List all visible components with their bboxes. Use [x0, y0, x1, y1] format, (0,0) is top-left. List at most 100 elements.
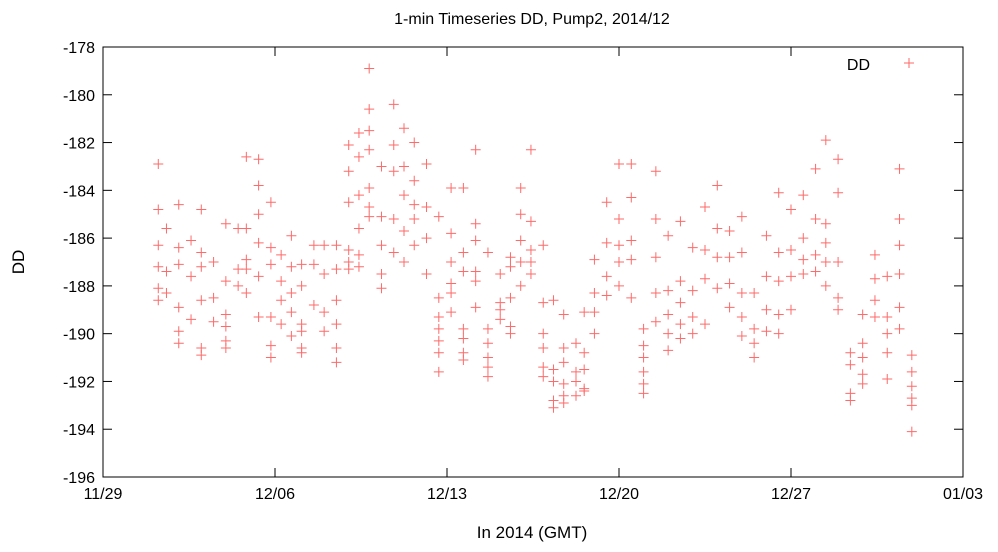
data-point	[353, 151, 364, 162]
data-point	[220, 218, 231, 229]
data-point	[687, 328, 698, 339]
y-tick-label: -186	[63, 231, 95, 248]
data-point	[409, 214, 420, 224]
data-point	[638, 378, 649, 389]
y-tick-label: -184	[63, 183, 95, 200]
data-point	[296, 280, 307, 291]
data-point	[458, 247, 469, 258]
data-point	[589, 254, 600, 265]
data-point	[470, 276, 481, 287]
data-point	[196, 350, 207, 361]
data-point	[515, 182, 526, 193]
data-point	[482, 371, 493, 382]
data-point	[626, 235, 637, 246]
x-tick-label: 12/27	[771, 486, 811, 503]
data-point	[558, 378, 569, 389]
data-point	[253, 209, 264, 220]
data-point	[388, 247, 399, 258]
y-tick: -182	[63, 136, 963, 153]
data-point	[761, 304, 772, 315]
data-point	[675, 333, 686, 344]
data-point	[421, 202, 432, 213]
data-point	[548, 376, 559, 387]
data-point	[558, 357, 569, 368]
data-point	[857, 378, 868, 389]
data-point	[687, 242, 698, 253]
data-point	[353, 261, 364, 272]
data-point	[571, 376, 581, 387]
data-point	[153, 240, 164, 251]
data-point	[857, 369, 868, 380]
data-point	[482, 362, 493, 373]
data-point	[614, 257, 624, 267]
data-point	[458, 323, 469, 334]
data-point	[308, 259, 319, 270]
data-point	[186, 314, 197, 325]
data-point	[482, 352, 493, 363]
data-point	[845, 359, 856, 370]
data-point	[409, 137, 420, 148]
data-point	[482, 247, 493, 258]
data-point	[558, 397, 569, 408]
data-point	[331, 240, 342, 251]
x-axis-label: In 2014 (GMT)	[477, 523, 588, 542]
data-point	[663, 328, 674, 339]
data-point	[388, 214, 399, 224]
data-point	[376, 161, 387, 172]
data-point	[196, 204, 207, 215]
data-point	[894, 163, 905, 174]
data-point	[773, 309, 784, 320]
data-point	[626, 192, 637, 203]
data-point	[286, 288, 297, 299]
data-point	[724, 302, 735, 313]
data-point	[906, 381, 917, 392]
data-point	[173, 259, 184, 270]
data-point	[538, 343, 549, 353]
data-point	[525, 216, 536, 227]
data-point	[220, 343, 231, 353]
data-point	[773, 247, 784, 258]
data-point	[470, 144, 481, 155]
data-point	[882, 271, 893, 282]
data-point	[626, 292, 637, 303]
x-tick: 12/06	[255, 47, 295, 503]
chart-title: 1-min Timeseries DD, Pump2, 2014/12	[394, 11, 670, 28]
data-point	[761, 230, 772, 241]
data-point	[446, 257, 457, 267]
data-point	[331, 295, 342, 306]
data-point	[505, 261, 516, 272]
data-point	[265, 259, 276, 270]
data-point	[376, 240, 387, 251]
data-point	[331, 264, 342, 275]
data-point	[364, 182, 375, 193]
data-point	[749, 323, 760, 334]
data-point	[421, 233, 432, 244]
data-point	[308, 300, 319, 310]
data-point	[233, 280, 244, 291]
data-point	[548, 295, 559, 306]
data-point	[505, 328, 516, 339]
data-point	[810, 163, 821, 174]
data-point	[571, 366, 581, 377]
data-point	[798, 254, 809, 265]
data-point	[663, 309, 674, 320]
data-point	[515, 235, 526, 246]
data-point	[433, 366, 444, 377]
data-point	[798, 268, 809, 279]
data-point	[161, 288, 172, 299]
data-point	[433, 292, 444, 303]
data-point	[276, 295, 287, 306]
data-point	[845, 395, 856, 406]
data-point	[220, 276, 231, 287]
data-point	[663, 285, 674, 296]
x-tick-label: 11/29	[84, 486, 123, 503]
data-point	[173, 242, 184, 253]
data-point	[906, 400, 917, 411]
data-point	[433, 323, 444, 334]
data-point	[538, 371, 549, 382]
data-point	[601, 197, 612, 208]
data-point	[399, 257, 409, 267]
data-point	[241, 151, 252, 162]
y-tick-label: -188	[63, 279, 95, 296]
data-point	[538, 328, 549, 339]
